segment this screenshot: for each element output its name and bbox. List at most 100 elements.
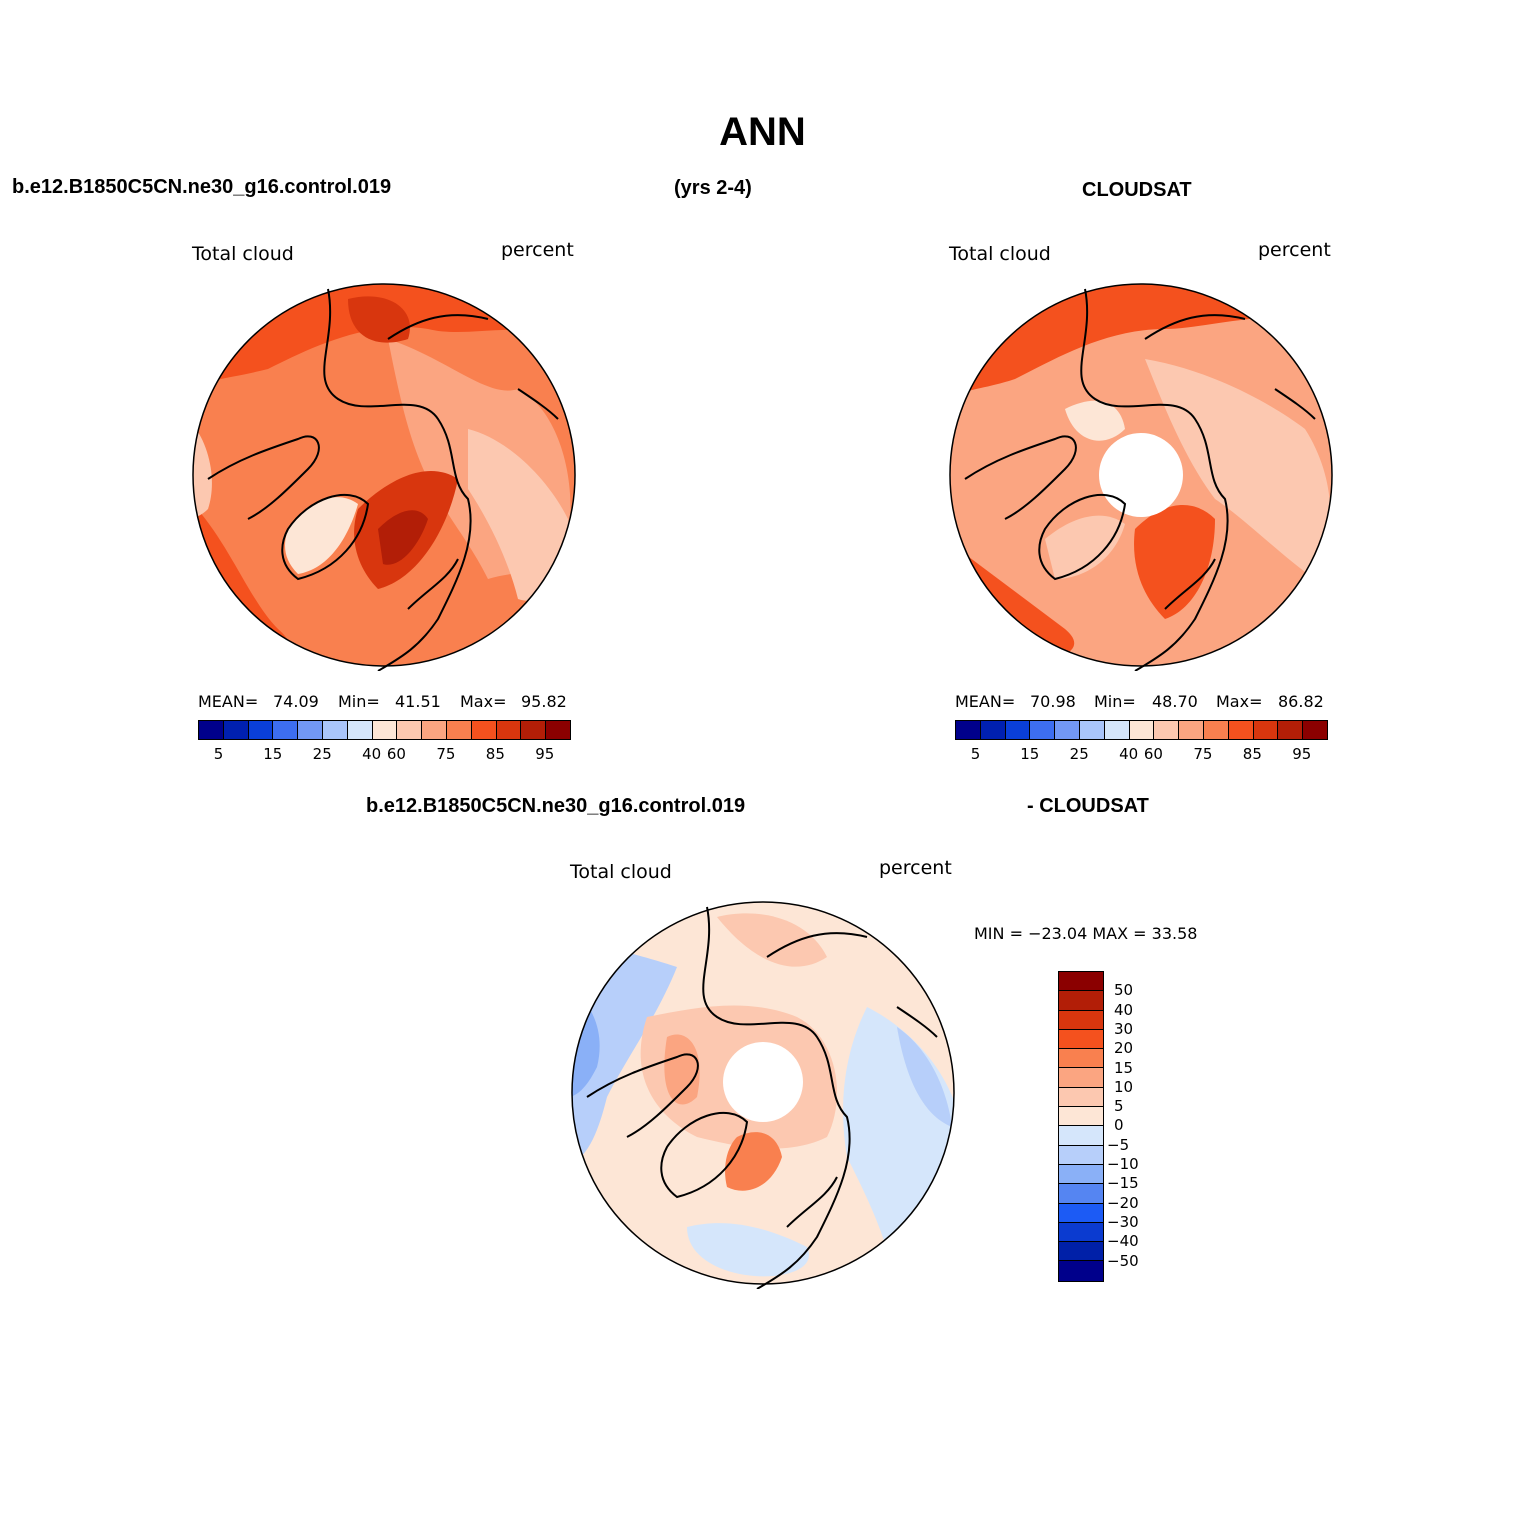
years-header: (yrs 2-4) bbox=[674, 177, 752, 199]
colorbar-tick-label: 10 bbox=[1114, 1077, 1134, 1096]
diff-polar-hole bbox=[723, 1042, 803, 1122]
colorbar-swatch bbox=[298, 721, 323, 739]
colorbar-swatch bbox=[956, 721, 981, 739]
model-band-lighter bbox=[468, 429, 570, 601]
obs-max-value: 86.82 bbox=[1278, 692, 1324, 711]
diff-colorbar bbox=[1058, 971, 1104, 1282]
model-min-label: Min= bbox=[338, 692, 380, 711]
colorbar-tick-label: −20 bbox=[1107, 1193, 1139, 1212]
model-units-label: percent bbox=[501, 239, 574, 261]
obs-colorbar-ticks: 5 15 25 40 60 75 85 95 bbox=[955, 745, 1326, 765]
diff-band-north-pos bbox=[717, 913, 827, 967]
colorbar-tick-label: 30 bbox=[1114, 1019, 1134, 1038]
colorbar-swatch bbox=[1278, 721, 1304, 739]
colorbar-swatch bbox=[1104, 721, 1130, 739]
model-mean-value: 74.09 bbox=[273, 692, 319, 711]
colorbar-swatch bbox=[1059, 1242, 1103, 1262]
colorbar-swatch bbox=[397, 721, 423, 739]
obs-colorbar bbox=[955, 720, 1328, 740]
obs-polar-hole bbox=[1099, 433, 1183, 517]
colorbar-swatch bbox=[1203, 721, 1229, 739]
obs-min-label: Min= bbox=[1094, 692, 1136, 711]
model-band-greenland bbox=[285, 497, 358, 574]
colorbar-swatch bbox=[1059, 1164, 1103, 1185]
colorbar-swatch bbox=[1059, 972, 1103, 992]
diff-minmax-readout: MIN = −23.04 MAX = 33.58 bbox=[974, 924, 1198, 943]
model-variable-label: Total cloud bbox=[192, 243, 294, 265]
obs-variable-label: Total cloud bbox=[949, 243, 1051, 265]
colorbar-tick-label: 95 bbox=[1292, 745, 1312, 763]
colorbar-tick-label: 25 bbox=[312, 745, 332, 763]
obs-mean-label: MEAN= bbox=[955, 692, 1016, 711]
colorbar-tick-label: 95 bbox=[535, 745, 555, 763]
colorbar-tick-label: 85 bbox=[1242, 745, 1262, 763]
colorbar-tick-label: 5 bbox=[970, 745, 981, 763]
model-max-value: 95.82 bbox=[521, 692, 567, 711]
model-band-center-dark bbox=[378, 510, 428, 565]
obs-band-greenland bbox=[1045, 515, 1125, 579]
colorbar-swatch bbox=[1079, 721, 1105, 739]
colorbar-swatch bbox=[1059, 1203, 1103, 1223]
colorbar-swatch bbox=[322, 721, 348, 739]
colorbar-tick-label: 15 bbox=[1114, 1058, 1134, 1077]
obs-max-label: Max= bbox=[1216, 692, 1263, 711]
colorbar-swatch bbox=[1154, 721, 1180, 739]
colorbar-swatch bbox=[521, 721, 547, 739]
colorbar-swatch bbox=[422, 721, 447, 739]
colorbar-tick-label: 60 bbox=[386, 745, 406, 763]
obs-min-value: 48.70 bbox=[1152, 692, 1198, 711]
model-band-darkspot bbox=[348, 296, 410, 343]
obs-band-arctic bbox=[1065, 400, 1125, 441]
diff-variable-label: Total cloud bbox=[570, 861, 672, 883]
figure-title: ANN bbox=[719, 110, 806, 154]
colorbar-swatch bbox=[496, 721, 522, 739]
colorbar-tick-label: 75 bbox=[1193, 745, 1213, 763]
colorbar-swatch bbox=[471, 721, 497, 739]
obs-header: CLOUDSAT bbox=[1082, 179, 1192, 201]
model-colorbar bbox=[198, 720, 571, 740]
colorbar-tick-label: 40 bbox=[362, 745, 382, 763]
model-polar-map bbox=[192, 283, 576, 671]
colorbar-tick-label: 20 bbox=[1114, 1039, 1134, 1058]
colorbar-tick-label: 50 bbox=[1114, 981, 1134, 1000]
colorbar-swatch bbox=[1030, 721, 1056, 739]
colorbar-swatch bbox=[372, 721, 398, 739]
colorbar-swatch bbox=[1055, 721, 1080, 739]
colorbar-tick-label: −50 bbox=[1107, 1251, 1139, 1270]
obs-mean-value: 70.98 bbox=[1030, 692, 1076, 711]
obs-polar-map bbox=[949, 283, 1333, 671]
colorbar-swatch bbox=[1303, 721, 1327, 739]
colorbar-tick-label: −30 bbox=[1107, 1212, 1139, 1231]
colorbar-swatch bbox=[446, 721, 472, 739]
colorbar-swatch bbox=[1059, 1068, 1103, 1088]
colorbar-swatch bbox=[1059, 1010, 1103, 1030]
case-name-header: b.e12.B1850C5CN.ne30_g16.control.019 bbox=[12, 176, 392, 198]
diff-units-label: percent bbox=[879, 857, 952, 879]
colorbar-swatch bbox=[1059, 1222, 1103, 1243]
colorbar-swatch bbox=[980, 721, 1006, 739]
obs-band-center bbox=[1134, 505, 1215, 619]
colorbar-tick-label: 15 bbox=[1020, 745, 1040, 763]
colorbar-swatch bbox=[1059, 1087, 1103, 1108]
obs-units-label: percent bbox=[1258, 239, 1331, 261]
colorbar-tick-label: −5 bbox=[1107, 1135, 1130, 1154]
colorbar-swatch bbox=[273, 721, 299, 739]
colorbar-swatch bbox=[1129, 721, 1155, 739]
colorbar-tick-label: 75 bbox=[436, 745, 456, 763]
colorbar-tick-label: 40 bbox=[1119, 745, 1139, 763]
colorbar-tick-label: 5 bbox=[1114, 1097, 1124, 1116]
model-max-label: Max= bbox=[460, 692, 507, 711]
colorbar-swatch bbox=[347, 721, 373, 739]
diff-band-canada bbox=[664, 1034, 700, 1105]
colorbar-swatch bbox=[1059, 1261, 1103, 1281]
colorbar-swatch bbox=[1005, 721, 1031, 739]
colorbar-tick-label: 15 bbox=[263, 745, 283, 763]
diff-polar-map bbox=[571, 901, 955, 1289]
colorbar-swatch bbox=[1253, 721, 1279, 739]
colorbar-swatch bbox=[1228, 721, 1254, 739]
model-coastlines bbox=[207, 288, 559, 671]
colorbar-swatch bbox=[199, 721, 224, 739]
colorbar-tick-label: 5 bbox=[213, 745, 224, 763]
diff-band-east-deep bbox=[897, 1027, 952, 1127]
colorbar-swatch bbox=[546, 721, 570, 739]
